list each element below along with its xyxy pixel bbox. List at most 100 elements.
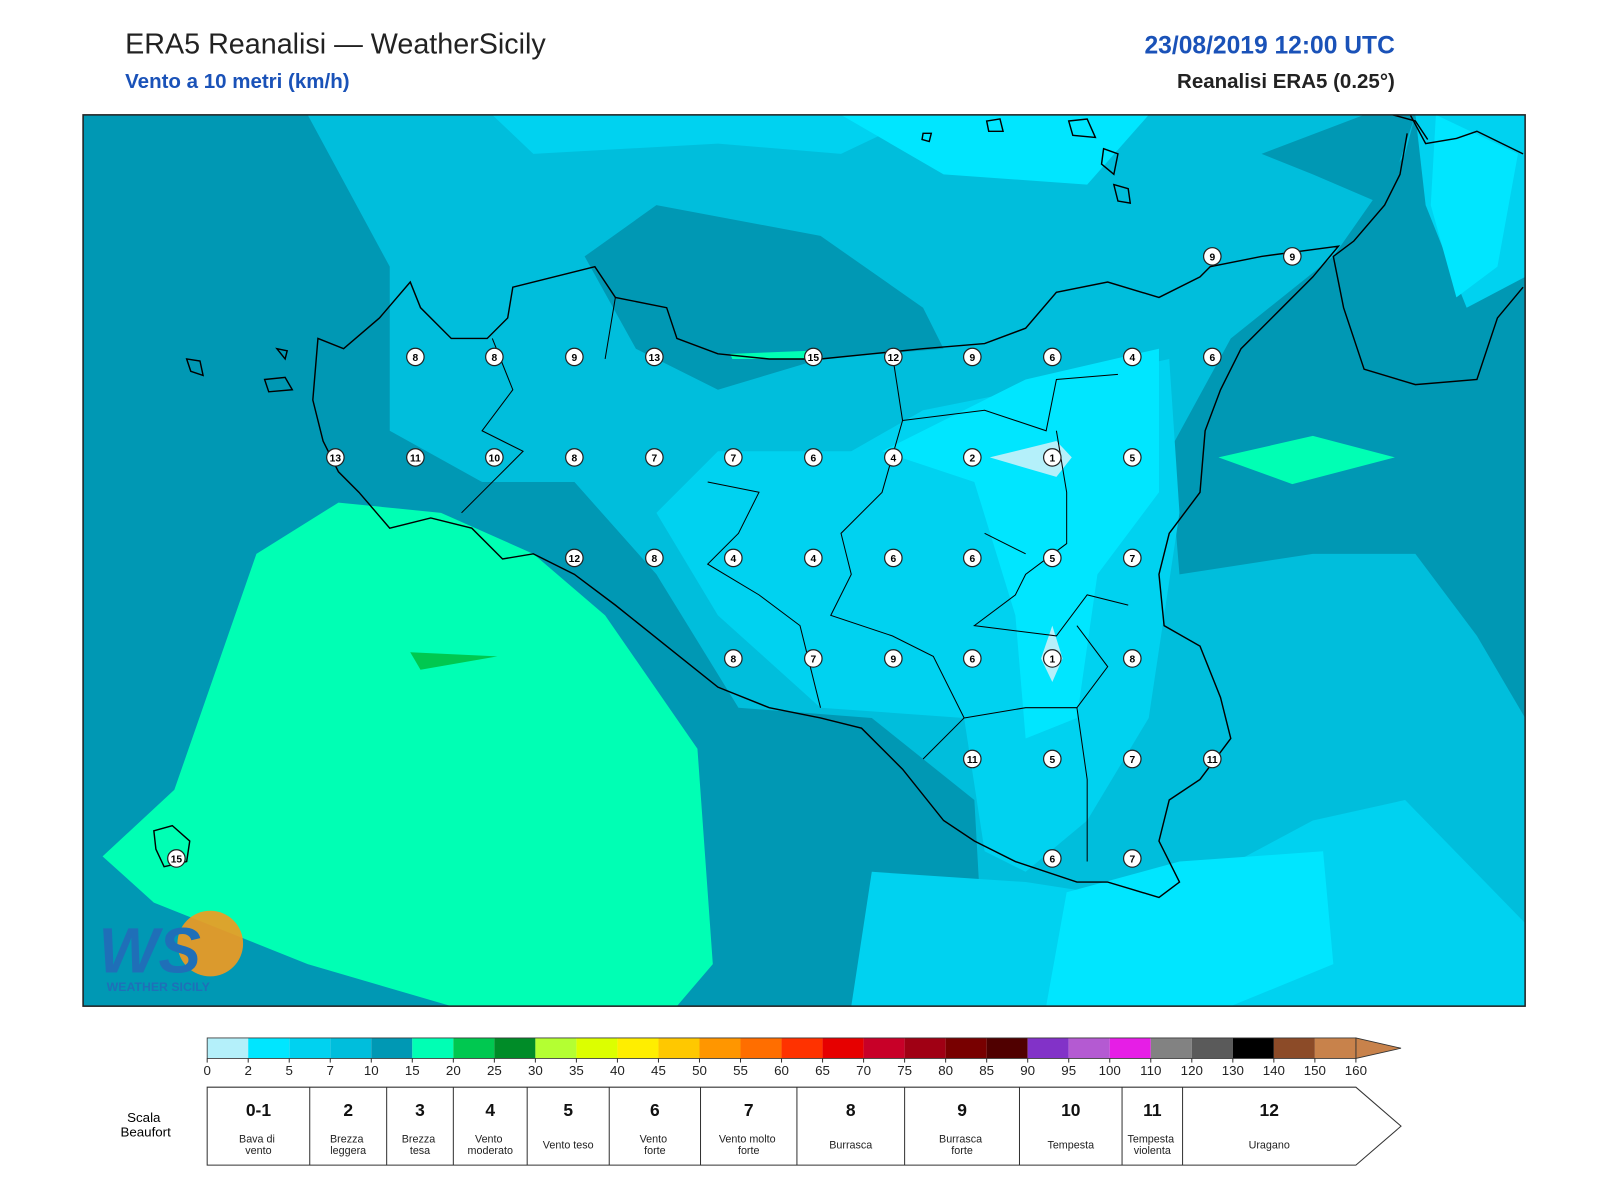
station-value: 6: [1049, 855, 1055, 866]
station-marker: [1122, 448, 1142, 467]
station-marker: [1042, 548, 1062, 568]
color-swatch: [740, 1037, 782, 1059]
beaufort-force: 2: [343, 1100, 353, 1120]
map: 8 8 9 13 15 12 9 6 4 69 913 11 10 8 7 7 6 4 2 1 512 8 4 4 6 6 5 78 7…: [83, 114, 1526, 1007]
colorbar-tick-label: 90: [1020, 1063, 1035, 1078]
color-swatch: [453, 1037, 495, 1059]
colorbar-tick-label: 160: [1345, 1063, 1367, 1078]
subtitle: Vento a 10 metri (km/h): [125, 70, 349, 93]
station-marker: [883, 649, 903, 668]
color-swatch: [658, 1037, 700, 1059]
station-marker: [645, 347, 664, 367]
station-marker: [1122, 749, 1142, 769]
station-marker: [645, 448, 664, 467]
station-marker: [406, 347, 425, 367]
colorbar-tick-label: 70: [856, 1063, 871, 1078]
color-swatch: [945, 1037, 987, 1059]
station-value: 1: [1049, 655, 1055, 666]
station-marker: [803, 649, 823, 668]
colorbar-tick-label: 110: [1140, 1063, 1161, 1078]
wind-zone: [882, 348, 1159, 739]
colorbar-tick-label: 40: [610, 1063, 625, 1078]
colorbar-tick-label: 35: [569, 1063, 584, 1078]
station-marker: [962, 649, 982, 668]
station-value: 4: [1129, 353, 1135, 364]
station-value: 9: [1289, 253, 1295, 264]
beaufort-force: 9: [957, 1100, 967, 1120]
beaufort-scale: Scala Beaufort 0-1 Bava di vento 2 Brezza l…: [120, 1086, 1402, 1166]
source: Reanalisi ERA5 (0.25°): [1177, 70, 1395, 93]
station-value: 8: [652, 554, 658, 565]
color-swatch: [1109, 1037, 1151, 1059]
color-swatch: [207, 1037, 249, 1059]
color-swatch: [986, 1037, 1028, 1059]
colorbar-tick-label: 0: [203, 1063, 210, 1078]
station-value: 10: [489, 454, 501, 465]
color-swatch: [1191, 1037, 1233, 1059]
beaufort-title: Scala Beaufort: [120, 1110, 171, 1139]
station-value: 11: [1207, 755, 1218, 766]
wind-zone: [707, 512, 842, 595]
station-value: 11: [410, 454, 421, 465]
color-swatch: [863, 1037, 905, 1059]
stations: 8 8 9 13 15 12 9 6 4 69 913 11 10 8 7 7 6 4 2 1 512 8 4 4 6 6 5 78 7…: [167, 247, 1302, 868]
islands: [153, 114, 1429, 868]
color-swatch: [371, 1037, 413, 1059]
logo-sun: [177, 910, 244, 977]
color-swatch: [1314, 1037, 1356, 1059]
station-value: 9: [969, 353, 975, 364]
beaufort-force: 6: [650, 1100, 660, 1120]
beaufort-force: 5: [563, 1100, 573, 1120]
station-marker: [1042, 749, 1062, 769]
colorbar-tick-label: 55: [733, 1063, 748, 1078]
color-swatch: [1027, 1037, 1069, 1059]
colorbar-tick-label: 150: [1304, 1063, 1326, 1078]
station-value: 12: [569, 554, 581, 565]
station-marker: [485, 347, 504, 367]
wind-zones: [102, 114, 1526, 1007]
station-value: 8: [492, 353, 498, 364]
color-swatch: [576, 1037, 618, 1059]
beaufort-force: 7: [744, 1100, 754, 1120]
station-value: 1: [1049, 454, 1055, 465]
color-swatch: [1068, 1037, 1110, 1059]
datetime: 23/08/2019 12:00 UTC: [1144, 32, 1395, 59]
station-value: 8: [572, 454, 578, 465]
wind-zone: [1046, 851, 1334, 1007]
station-marker: [565, 448, 584, 467]
color-swatch: [822, 1037, 864, 1059]
station-marker: [803, 448, 823, 467]
beaufort-label: Brezza leggera: [330, 1134, 366, 1157]
station-value: 7: [652, 454, 658, 465]
station-marker: [962, 347, 982, 367]
station-marker: [962, 749, 982, 769]
wind-zone: [482, 482, 739, 718]
beaufort-label: Vento teso: [543, 1140, 594, 1152]
station-value: 5: [1129, 454, 1135, 465]
coastlines: [153, 114, 1524, 899]
wind-zone: [492, 114, 924, 154]
station-marker: [1282, 247, 1302, 266]
colorbar-tick-label: 50: [692, 1063, 707, 1078]
station-value: 13: [330, 454, 342, 465]
station-value: 8: [730, 655, 736, 666]
map-frame: [82, 114, 1526, 1007]
colorbar-tick-label: 95: [1061, 1063, 1076, 1078]
calabria-coast: [1332, 114, 1524, 386]
station-value: 4: [730, 554, 736, 565]
station-marker: [1042, 347, 1062, 367]
station-value: 7: [1129, 554, 1135, 565]
color-swatch: [1150, 1037, 1192, 1059]
station-value: 7: [810, 655, 816, 666]
station-value: 9: [890, 655, 896, 666]
color-swatch: [289, 1037, 331, 1059]
color-swatch: [248, 1037, 290, 1059]
station-value: 8: [1129, 655, 1135, 666]
station-value: 6: [1049, 353, 1055, 364]
station-marker: [1042, 649, 1062, 668]
title: ERA5 Reanalisi — WeatherSicily: [125, 28, 546, 60]
colorbar-tick-label: 120: [1181, 1063, 1203, 1078]
beaufort-force: 0-1: [246, 1100, 271, 1120]
wind-zone: [410, 652, 498, 670]
